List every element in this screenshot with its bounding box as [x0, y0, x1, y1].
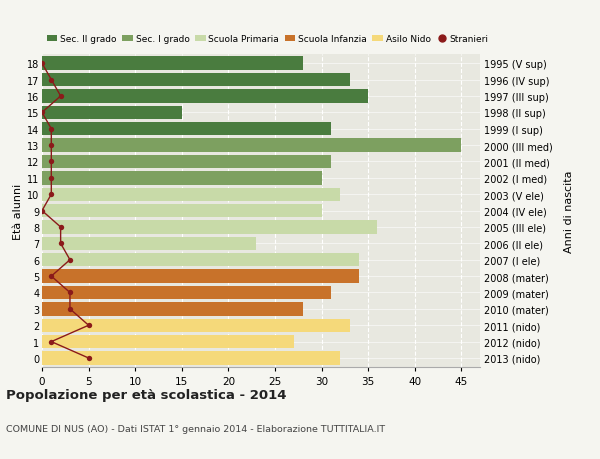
Point: [47, 77, 56, 84]
Point: [84, 322, 94, 329]
Point: [47, 338, 56, 346]
Point: [47, 158, 56, 166]
Bar: [42, 237, 256, 251]
Point: [37, 109, 47, 117]
Bar: [42, 172, 322, 185]
Point: [56, 224, 65, 231]
Point: [56, 240, 65, 247]
Bar: [42, 204, 322, 218]
Bar: [42, 139, 461, 152]
Bar: [42, 352, 340, 365]
Y-axis label: Anni di nascita: Anni di nascita: [564, 170, 574, 252]
Bar: [42, 74, 350, 87]
Bar: [42, 188, 340, 202]
Bar: [42, 156, 331, 169]
Point: [37, 207, 47, 215]
Point: [37, 61, 47, 68]
Bar: [42, 302, 303, 316]
Bar: [42, 106, 182, 120]
Text: Popolazione per età scolastica - 2014: Popolazione per età scolastica - 2014: [6, 388, 287, 401]
Bar: [42, 221, 377, 234]
Bar: [42, 253, 359, 267]
Point: [65, 257, 75, 264]
Point: [47, 126, 56, 133]
Point: [65, 306, 75, 313]
Bar: [42, 123, 331, 136]
Bar: [42, 57, 303, 71]
Point: [65, 289, 75, 297]
Point: [84, 354, 94, 362]
Y-axis label: Età alunni: Età alunni: [13, 183, 23, 239]
Bar: [42, 270, 359, 283]
Point: [47, 142, 56, 150]
Point: [47, 273, 56, 280]
Bar: [42, 335, 293, 348]
Legend: Sec. II grado, Sec. I grado, Scuola Primaria, Scuola Infanzia, Asilo Nido, Stran: Sec. II grado, Sec. I grado, Scuola Prim…: [47, 35, 489, 45]
Bar: [42, 90, 368, 103]
Point: [47, 175, 56, 182]
Bar: [42, 319, 350, 332]
Point: [56, 93, 65, 101]
Point: [47, 191, 56, 198]
Text: COMUNE DI NUS (AO) - Dati ISTAT 1° gennaio 2014 - Elaborazione TUTTITALIA.IT: COMUNE DI NUS (AO) - Dati ISTAT 1° genna…: [6, 425, 385, 434]
Bar: [42, 286, 331, 300]
